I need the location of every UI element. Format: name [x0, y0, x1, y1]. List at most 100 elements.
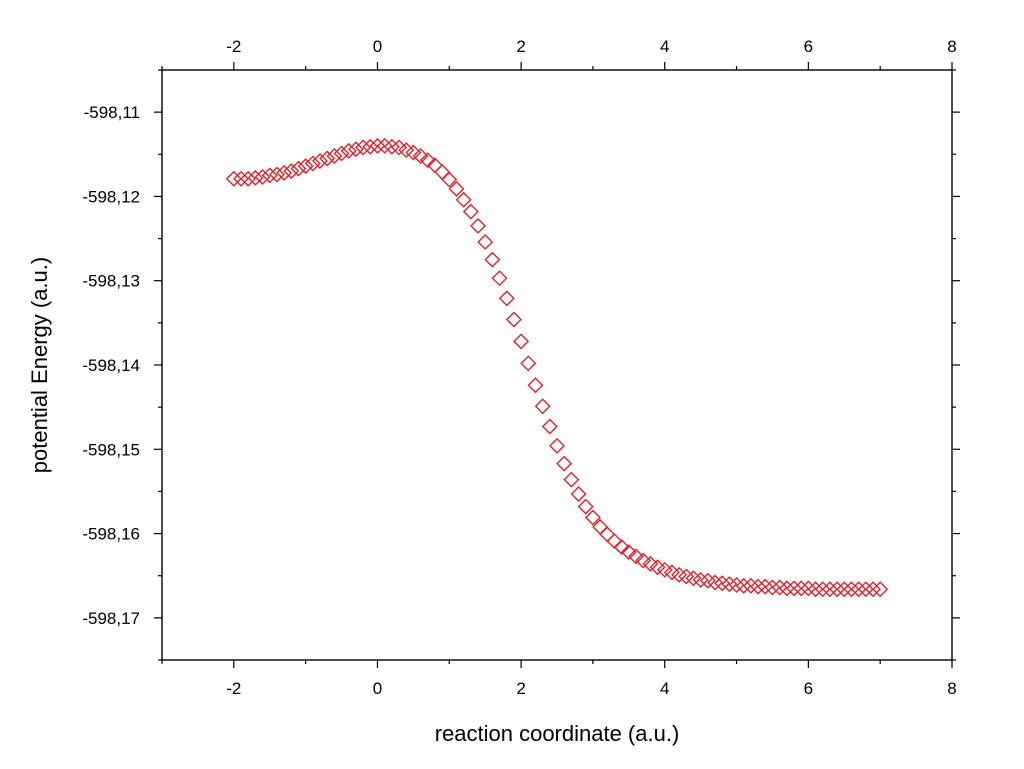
data-point [807, 581, 824, 598]
data-point [297, 158, 314, 175]
data-point [606, 533, 623, 550]
data-point [570, 485, 587, 502]
data-point [477, 233, 494, 250]
data-points [225, 137, 889, 598]
data-point [261, 167, 278, 184]
data-point [671, 566, 688, 583]
data-point [556, 455, 573, 472]
data-point [419, 152, 436, 169]
data-point [771, 579, 788, 596]
data-point [520, 355, 537, 372]
data-point [326, 147, 343, 164]
data-point [283, 163, 300, 180]
data-point [276, 164, 293, 181]
data-point [663, 564, 680, 581]
data-point [233, 170, 249, 187]
data-point [455, 191, 472, 208]
data-point [412, 147, 429, 164]
data-point [613, 539, 630, 556]
data-point [628, 548, 644, 565]
data-point [814, 581, 831, 598]
data-point [620, 544, 637, 561]
data-point [764, 579, 781, 596]
data-point [355, 139, 372, 156]
data-point [247, 169, 264, 186]
data-point [319, 150, 336, 167]
data-point [577, 498, 594, 515]
data-point [383, 138, 400, 155]
x-tick-label-bottom: 2 [516, 679, 525, 698]
data-point [369, 137, 386, 154]
data-point [254, 169, 271, 186]
data-point [541, 418, 558, 435]
data-point [750, 578, 767, 595]
data-point [405, 144, 422, 161]
data-point [728, 576, 745, 593]
data-point [376, 137, 393, 154]
data-point [534, 398, 551, 415]
data-point [843, 581, 860, 598]
data-point [721, 576, 738, 593]
data-point [505, 311, 522, 328]
y-tick-label: -598,11 [84, 103, 140, 122]
data-point [225, 170, 242, 187]
data-point [678, 568, 695, 585]
data-point [441, 171, 458, 188]
data-point [872, 581, 889, 598]
data-point [836, 581, 853, 598]
x-tick-label-bottom: 6 [804, 679, 813, 698]
data-point [865, 581, 881, 598]
data-point [484, 251, 501, 268]
axis-tick-labels: -2 -2 0 0 2 2 4 4 6 6 8 8 -598,17 -598,16 -598,15 -598,… [82, 37, 956, 698]
x-tick-label-top: -2 [226, 37, 241, 56]
data-point [527, 377, 544, 394]
data-point [333, 145, 350, 162]
data-point [850, 581, 867, 598]
data-point [434, 163, 451, 180]
data-point [656, 561, 673, 578]
data-point [513, 333, 530, 350]
data-point [240, 170, 257, 187]
data-point [793, 580, 810, 597]
data-point [685, 570, 702, 587]
data-point [778, 580, 795, 597]
x-axis-title: reaction coordinate (a.u.) [435, 721, 680, 746]
data-point [462, 203, 479, 220]
x-tick-label-top: 2 [516, 37, 525, 56]
y-tick-label: -598,13 [82, 272, 140, 291]
data-point [649, 559, 666, 576]
data-point [362, 138, 379, 155]
data-point [584, 509, 601, 526]
data-point [642, 555, 659, 572]
x-tick-label-top: 4 [660, 37, 669, 56]
data-point [599, 526, 616, 543]
data-point [786, 580, 802, 597]
y-tick-label: -598,14 [82, 356, 140, 375]
y-tick-label: -598,12 [82, 187, 140, 206]
data-point [290, 160, 307, 177]
data-point [821, 581, 838, 598]
data-point [635, 552, 652, 569]
data-point [549, 437, 565, 454]
data-point [268, 166, 285, 183]
x-tick-label-bottom: -2 [226, 679, 241, 698]
y-tick-label: -598,15 [82, 440, 140, 459]
data-point [347, 141, 364, 158]
data-point [340, 142, 357, 159]
data-point [714, 575, 731, 592]
y-tick-label: -598,17 [82, 609, 140, 628]
x-tick-label-top: 0 [373, 37, 382, 56]
x-tick-label-bottom: 8 [947, 679, 956, 698]
axis-ticks [154, 62, 960, 668]
data-point [692, 571, 709, 588]
data-point [304, 155, 321, 172]
data-point [800, 580, 817, 597]
data-point [857, 581, 874, 598]
plot-area-frame [161, 69, 953, 661]
x-tick-label-bottom: 4 [660, 679, 669, 698]
data-point [470, 217, 486, 234]
data-point [563, 471, 580, 488]
x-tick-label-top: 6 [804, 37, 813, 56]
y-tick-label: -598,16 [82, 525, 140, 544]
data-point [448, 180, 465, 197]
